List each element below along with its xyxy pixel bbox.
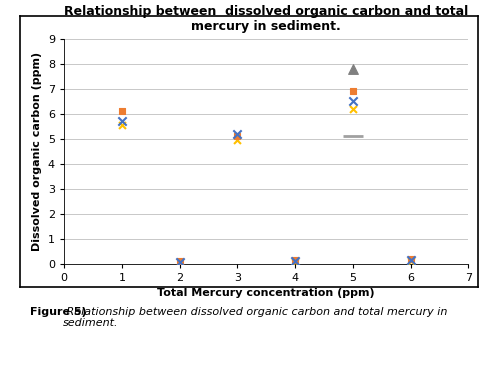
Point [291,259,299,265]
Point [349,106,357,112]
Point [407,258,415,264]
Point [349,98,357,104]
Point [176,259,183,265]
Point [233,131,241,137]
Point [407,257,415,263]
Point [118,118,126,125]
Text: Figure 5): Figure 5) [30,307,86,317]
Point [291,257,299,263]
Point [349,66,357,72]
Y-axis label: Dissolved organic carbon (ppm): Dissolved organic carbon (ppm) [33,52,42,251]
Point [118,122,126,128]
Point [407,256,415,262]
Point [176,258,183,264]
Point [291,258,299,265]
Point [118,108,126,114]
Point [233,133,241,139]
Title: Relationship between  dissolved organic carbon and total
mercury in sediment.: Relationship between dissolved organic c… [64,5,468,33]
Point [349,88,357,94]
Point [176,259,183,265]
Point [233,137,241,143]
Text: Relationship between dissolved organic carbon and total mercury in
sediment.: Relationship between dissolved organic c… [63,307,448,328]
X-axis label: Total Mercury concentration (ppm): Total Mercury concentration (ppm) [157,288,375,298]
